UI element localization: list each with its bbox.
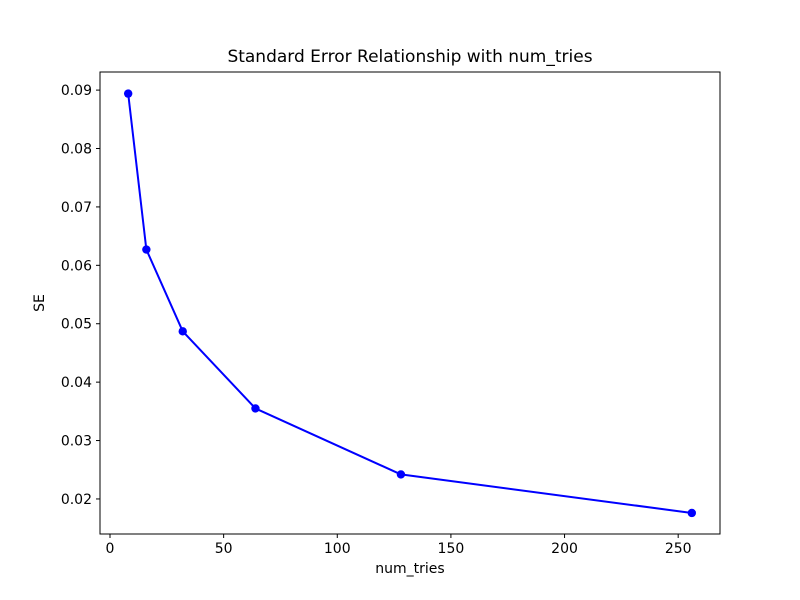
data-series-layer: [123, 89, 697, 518]
x-axis-ticks: 0 50 100 150 200 250: [106, 534, 692, 557]
data-point: [123, 89, 133, 98]
y-tick-label: 0.04: [61, 375, 92, 391]
y-axis-label: SE: [32, 294, 48, 312]
x-tick-label: 0: [106, 541, 115, 557]
x-tick-label: 200: [551, 541, 578, 557]
x-axis-label: num_tries: [375, 561, 444, 577]
y-tick-label: 0.09: [61, 83, 92, 99]
se-line: [127, 92, 693, 514]
x-tick-label: 150: [438, 541, 465, 557]
y-tick-label: 0.02: [61, 492, 92, 508]
x-tick-label: 100: [324, 541, 351, 557]
data-point: [142, 245, 151, 254]
data-point: [178, 327, 187, 336]
y-tick-label: 0.03: [61, 434, 92, 450]
chart-title: Standard Error Relationship with num_tri…: [227, 47, 592, 67]
x-tick-label: 250: [665, 541, 692, 557]
data-point: [251, 404, 260, 413]
x-tick-label: 50: [215, 541, 233, 557]
y-tick-label: 0.08: [61, 142, 92, 158]
plot-area: [99, 71, 721, 535]
data-point: [396, 470, 406, 479]
data-point: [687, 508, 697, 518]
y-tick-label: 0.06: [61, 258, 92, 274]
y-tick-label: 0.05: [61, 317, 92, 333]
y-axis-ticks: 0.02 0.03 0.04 0.05 0.06 0.07 0.08 0.09: [61, 83, 100, 508]
y-tick-label: 0.07: [61, 200, 92, 216]
